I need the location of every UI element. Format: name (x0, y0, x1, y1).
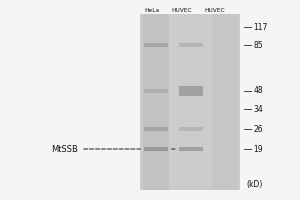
Text: MtSSB: MtSSB (51, 144, 78, 154)
Text: 117: 117 (254, 22, 268, 31)
Text: (kD): (kD) (246, 180, 262, 188)
Bar (144, 147, 168, 151)
Text: 48: 48 (254, 86, 263, 95)
Text: HUVEC: HUVEC (204, 8, 225, 13)
Bar (178, 127, 203, 131)
Bar (178, 86, 203, 96)
Text: HeLa: HeLa (144, 8, 159, 13)
Text: HUVEC: HUVEC (171, 8, 192, 13)
Bar (144, 43, 168, 47)
Text: 19: 19 (254, 144, 263, 154)
Bar (212, 14, 238, 190)
Text: 26: 26 (254, 124, 263, 134)
Bar (140, 14, 240, 190)
Text: 85: 85 (254, 40, 263, 49)
Bar (144, 127, 168, 131)
Bar (144, 89, 168, 93)
Bar (178, 43, 203, 47)
Bar (143, 14, 169, 190)
Bar (178, 147, 203, 151)
Text: 34: 34 (254, 104, 263, 114)
Bar (178, 14, 203, 190)
